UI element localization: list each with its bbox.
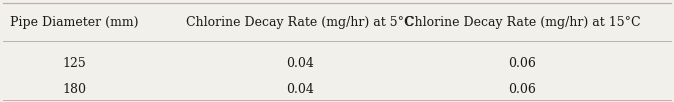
Text: 125: 125: [62, 57, 86, 70]
Text: 0.04: 0.04: [286, 57, 314, 70]
Text: 180: 180: [62, 83, 86, 96]
Text: 0.06: 0.06: [508, 83, 537, 96]
Text: 0.06: 0.06: [508, 57, 537, 70]
Text: Pipe Diameter (mm): Pipe Diameter (mm): [10, 16, 138, 29]
Text: 0.04: 0.04: [286, 83, 314, 96]
Text: Chlorine Decay Rate (mg/hr) at 15°C: Chlorine Decay Rate (mg/hr) at 15°C: [404, 16, 640, 29]
Text: Chlorine Decay Rate (mg/hr) at 5°C: Chlorine Decay Rate (mg/hr) at 5°C: [186, 16, 414, 29]
